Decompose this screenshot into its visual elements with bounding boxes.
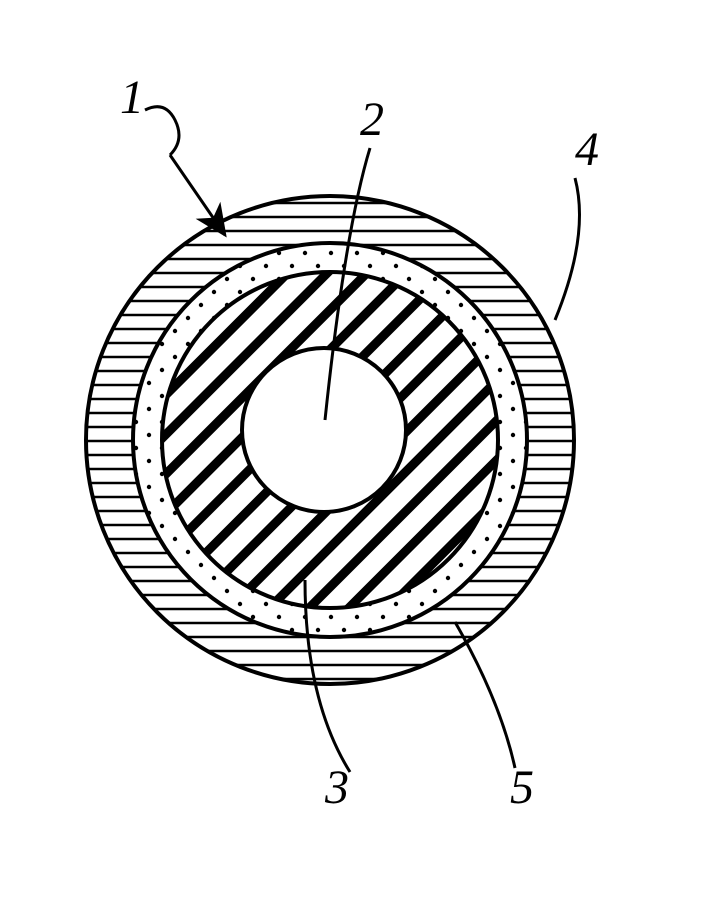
label-4: 4 bbox=[575, 122, 599, 177]
label-2: 2 bbox=[360, 92, 384, 147]
label-1: 1 bbox=[120, 70, 144, 125]
label-3: 3 bbox=[325, 760, 349, 815]
diagram-svg bbox=[0, 0, 710, 903]
label-5: 5 bbox=[510, 760, 534, 815]
core-circle bbox=[242, 348, 406, 512]
leader-1-wiggle bbox=[145, 107, 179, 155]
cross-section-diagram: 1 2 4 3 5 bbox=[0, 0, 710, 903]
